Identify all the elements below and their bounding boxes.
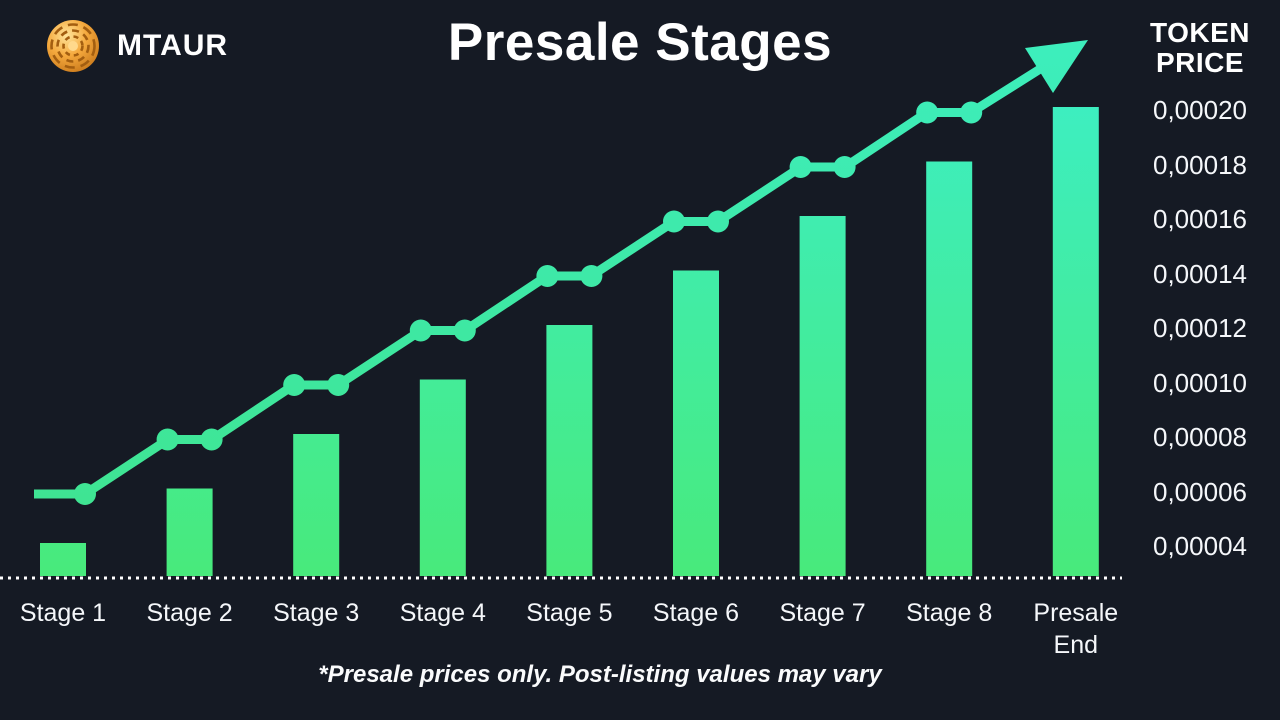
trend-dot — [200, 428, 223, 451]
bar-5 — [546, 325, 593, 576]
trend-dot — [707, 210, 729, 233]
x-axis-label: Stage 1 — [19, 599, 107, 627]
x-axis-label: Stage 7 — [779, 599, 866, 627]
price-tick-label: 0,00004 — [1153, 531, 1247, 561]
x-axis-label: Stage 6 — [652, 599, 740, 627]
trend-dot — [283, 374, 306, 396]
trend-dot — [833, 156, 856, 178]
trend-dot — [327, 374, 350, 396]
x-axis-label: Stage 8 — [906, 599, 993, 627]
y-axis-title-line2: PRICE — [1155, 46, 1245, 78]
price-tick-label: 0,00008 — [1153, 422, 1247, 452]
trend-dot — [156, 428, 179, 451]
price-tick-label: 0,00010 — [1153, 367, 1247, 398]
trend-dot — [580, 265, 603, 287]
price-tick-label: 0,00012 — [1153, 313, 1247, 343]
trend-dot — [453, 319, 476, 342]
bar-2 — [166, 488, 213, 576]
trend-dot — [960, 101, 983, 124]
price-tick-label: 0,00018 — [1153, 149, 1247, 180]
bar-8 — [926, 161, 973, 576]
trend-dot — [536, 265, 559, 287]
price-tick-label: 0,00014 — [1153, 258, 1247, 289]
x-axis-label: Stage 4 — [399, 599, 486, 627]
y-axis-title: TOKEN PRICE — [1126, 18, 1274, 78]
x-axis-label: Stage 3 — [273, 599, 360, 627]
footnote: *Presale prices only. Post-listing value… — [318, 661, 882, 688]
bar-9 — [1052, 107, 1099, 576]
trend-dot — [789, 156, 812, 178]
y-axis-title-line1: TOKEN — [1150, 17, 1250, 48]
x-axis-label: Stage 5 — [526, 599, 613, 627]
trend-dot — [74, 483, 96, 505]
trend-arrow-head — [1025, 40, 1088, 93]
brand-logo: MTAUR — [46, 19, 228, 73]
bar-1 — [40, 543, 86, 576]
price-tick-label: 0,00016 — [1153, 204, 1247, 234]
brand-name: MTAUR — [117, 29, 229, 62]
y-axis-tick-labels: 0,00020 0,00018 0,00016 0,00014 0,00012 0,000… — [1126, 0, 1274, 720]
bar-7 — [799, 216, 846, 576]
price-tick-label: 0,00020 — [1153, 95, 1247, 125]
trend-dot — [916, 101, 939, 124]
bar-3 — [293, 434, 340, 576]
bar-4 — [419, 379, 466, 576]
x-axis-labels: Stage 1 Stage 2 Stage 3 Stage 4 Stage 5 Stage… — [0, 597, 1280, 687]
coin-icon — [46, 19, 100, 73]
x-axis-label: Stage 2 — [146, 599, 233, 627]
bar-6 — [673, 270, 719, 576]
trend-dot — [663, 210, 685, 233]
x-axis-label: Presale End — [1033, 599, 1119, 659]
page-title: Presale Stages — [447, 13, 833, 72]
trend-dot — [409, 319, 432, 342]
price-tick-label: 0,00006 — [1153, 476, 1247, 507]
